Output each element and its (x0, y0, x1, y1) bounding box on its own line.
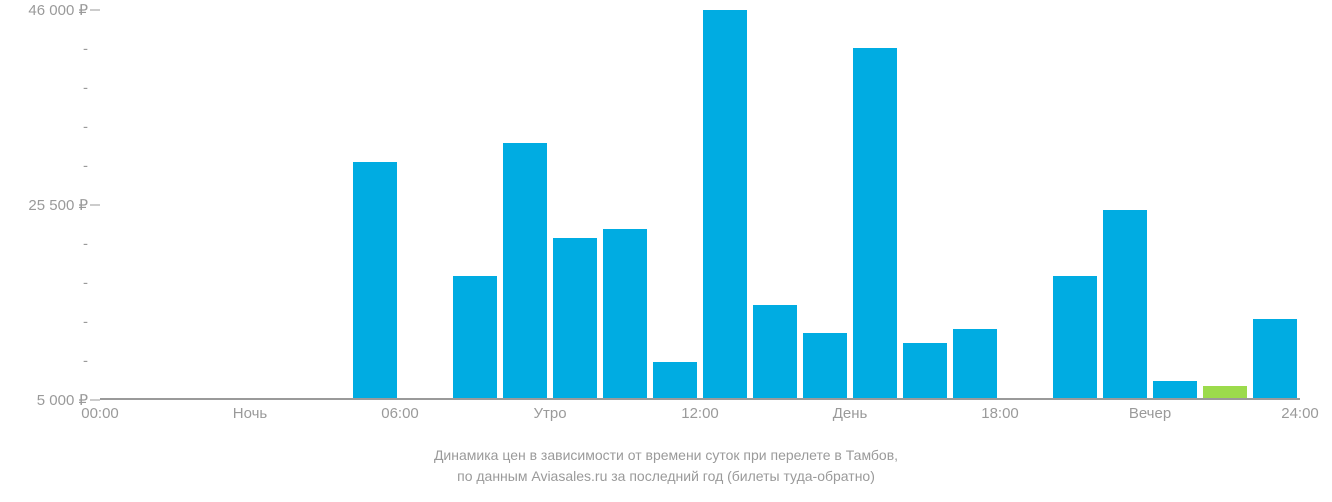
bar-slot (200, 10, 250, 400)
bar (903, 343, 947, 400)
bar-slot (400, 10, 450, 400)
x-axis-label: Утро (533, 405, 566, 422)
bar (753, 305, 797, 400)
bar-slot (250, 10, 300, 400)
bar-slot (700, 10, 750, 400)
bar (453, 276, 497, 400)
y-tick-label: 46 000 ₽ (28, 1, 88, 19)
x-axis-label: 00:00 (81, 405, 119, 422)
bar-slot (900, 10, 950, 400)
caption-line-1: Динамика цен в зависимости от времени су… (0, 445, 1332, 466)
bar-slot (1250, 10, 1300, 400)
bar (853, 48, 897, 400)
caption-line-2: по данным Aviasales.ru за последний год … (0, 466, 1332, 487)
x-axis: 00:00Ночь06:00Утро12:00День18:00Вечер24:… (100, 405, 1300, 435)
x-axis-label: Вечер (1129, 405, 1171, 422)
x-axis-label: 18:00 (981, 405, 1019, 422)
bar (603, 229, 647, 400)
bar-slot (100, 10, 150, 400)
bar-slot (1150, 10, 1200, 400)
bar (1103, 210, 1147, 400)
bar (553, 238, 597, 400)
bar-slot (350, 10, 400, 400)
y-minor-tick: - (83, 314, 88, 331)
bar-slot (850, 10, 900, 400)
y-axis: 46 000 ₽25 500 ₽5 000 ₽-------- (0, 10, 100, 400)
y-tick-mark (90, 400, 100, 401)
bar-slot (600, 10, 650, 400)
y-tick-mark (90, 10, 100, 11)
y-minor-tick: - (83, 353, 88, 370)
bar (953, 329, 997, 400)
chart-caption: Динамика цен в зависимости от времени су… (0, 445, 1332, 487)
y-tick-mark (90, 205, 100, 206)
bar-slot (500, 10, 550, 400)
x-axis-label: 12:00 (681, 405, 719, 422)
x-axis-label: Ночь (233, 405, 267, 422)
bar-slot (550, 10, 600, 400)
bar-slot (950, 10, 1000, 400)
bar-slot (1000, 10, 1050, 400)
x-axis-label: 06:00 (381, 405, 419, 422)
bar (653, 362, 697, 400)
bar-slot (800, 10, 850, 400)
x-baseline (100, 398, 1300, 400)
bar (503, 143, 547, 400)
bar-slot (1200, 10, 1250, 400)
y-minor-tick: - (83, 41, 88, 58)
x-axis-label: День (833, 405, 868, 422)
bar-slot (150, 10, 200, 400)
bar (1253, 319, 1297, 400)
bar-slot (750, 10, 800, 400)
bar (803, 333, 847, 400)
y-minor-tick: - (83, 80, 88, 97)
bars-container (100, 10, 1300, 400)
bar-slot (650, 10, 700, 400)
y-minor-tick: - (83, 236, 88, 253)
bar (703, 10, 747, 400)
y-minor-tick: - (83, 158, 88, 175)
chart-plot-area (100, 10, 1300, 400)
bar (353, 162, 397, 400)
bar-slot (450, 10, 500, 400)
bar-slot (1100, 10, 1150, 400)
x-axis-label: 24:00 (1281, 405, 1319, 422)
bar (1053, 276, 1097, 400)
bar-slot (1050, 10, 1100, 400)
y-minor-tick: - (83, 119, 88, 136)
bar-slot (300, 10, 350, 400)
y-tick-label: 25 500 ₽ (28, 196, 88, 214)
y-minor-tick: - (83, 275, 88, 292)
